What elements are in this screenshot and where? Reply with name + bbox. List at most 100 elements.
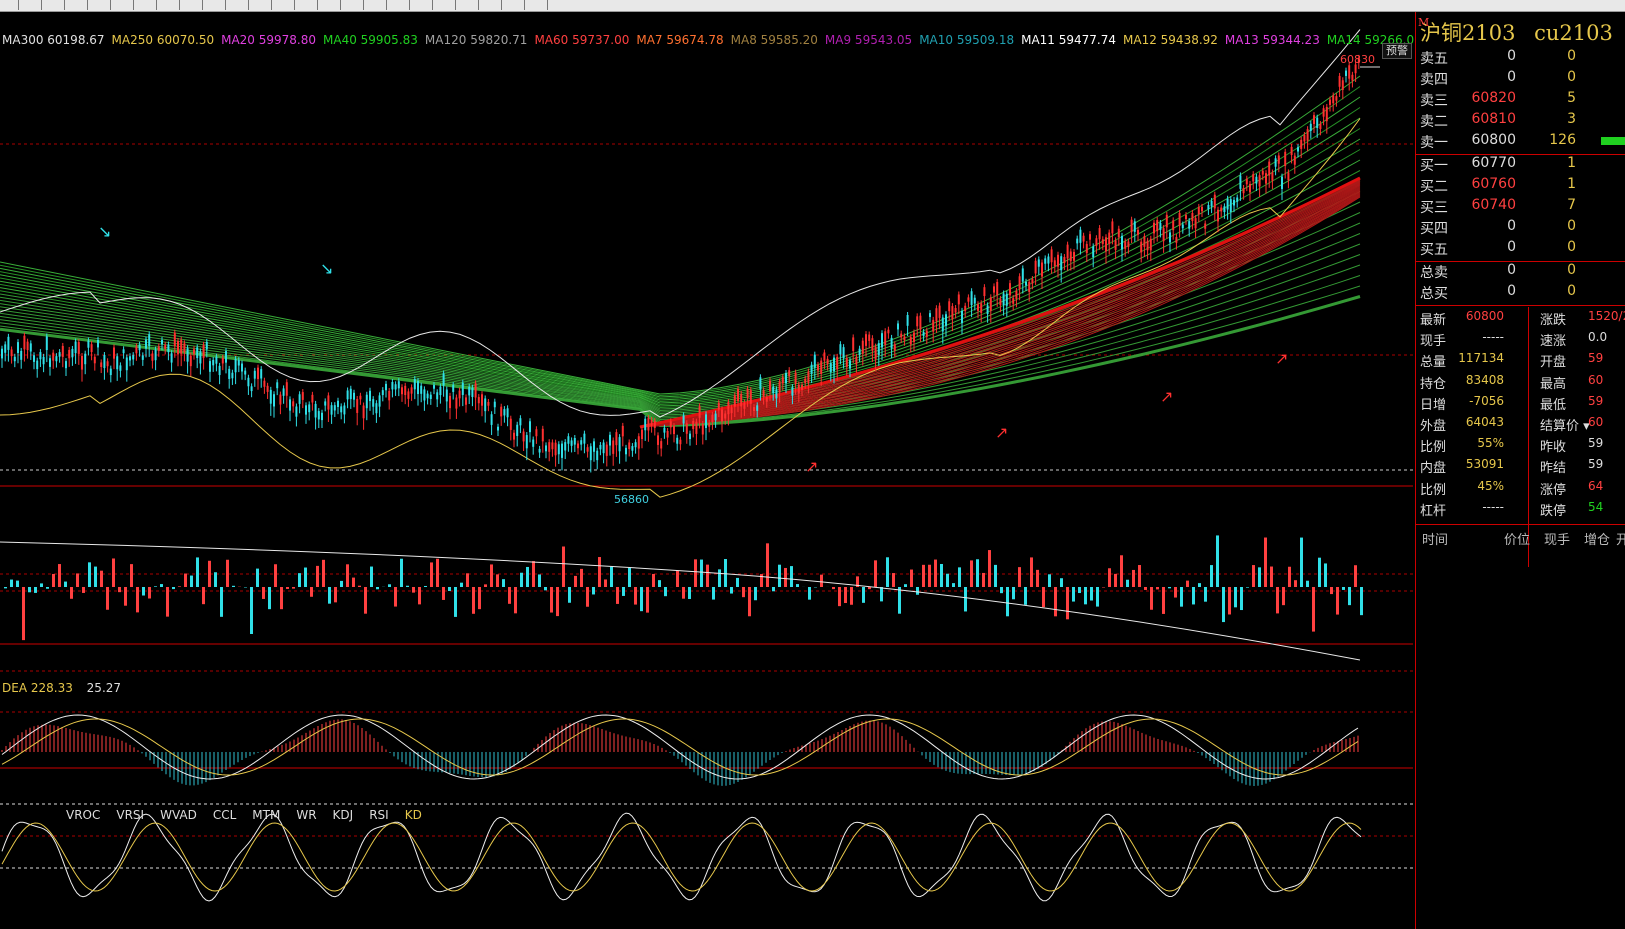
candle-body [250,386,253,392]
total-row[interactable]: 总卖 0 0 [1416,262,1625,283]
chart-area[interactable]: ↘ ↘ ↗ ↗ ↗ ↗ MA300 60198.67 MA250 60070.50 MA20 … [0,12,1422,929]
toolbar-button[interactable] [257,0,272,10]
toolbar-button[interactable] [50,0,65,10]
volume-bar [70,587,73,599]
toolbar-button[interactable] [464,0,479,10]
volume-bar [1042,587,1045,608]
volume-bar [4,587,7,589]
toolbar-button[interactable] [73,0,88,10]
candle-body [797,384,800,394]
bid-row[interactable]: 买二 60760 1 [1416,176,1625,197]
ask-row[interactable]: 卖五 0 0 [1416,48,1625,69]
indicator-tab-vroc[interactable]: VROC [66,808,101,822]
toolbar-button[interactable] [27,0,42,10]
ask-row[interactable]: 卖三 60820 5 [1416,90,1625,111]
ask-row[interactable]: 卖四 0 0 [1416,69,1625,90]
candle-body [884,331,887,345]
instrument-name: 沪铜2103 [1420,21,1516,45]
bid-row[interactable]: 买一 60770 1 [1416,155,1625,176]
toolbar-button[interactable] [119,0,134,10]
volume-bar [1030,557,1033,587]
toolbar-button[interactable] [188,0,203,10]
candle-body [122,349,125,354]
volume-bar [586,587,589,607]
volume-bar [844,587,847,604]
toolbar-button[interactable] [280,0,295,10]
volume-bar [328,587,331,604]
macd-dea-label: DEA 228.33 [2,681,73,695]
volume-bar [214,572,217,587]
volume-bar [676,570,679,587]
candle-body [349,388,352,400]
volume-bar [34,587,37,593]
candle-body [634,442,637,448]
candle-body [519,418,522,426]
bid-row[interactable]: 买五 0 0 [1416,239,1625,260]
volume-bar [406,585,409,587]
toolbar-button[interactable] [211,0,226,10]
toolbar-button[interactable] [533,0,548,10]
total-row[interactable]: 总买 0 0 [1416,283,1625,304]
indicator-tab-kd[interactable]: KD [404,808,422,822]
alert-button[interactable]: 预警 [1382,43,1412,59]
toolbar-button[interactable] [395,0,410,10]
toolbar-button[interactable] [142,0,157,10]
volume-bar [286,587,289,589]
indicator-tab-kdj[interactable]: KDJ [332,808,354,822]
bid-row[interactable]: 买四 0 0 [1416,218,1625,239]
volume-bar [1132,569,1135,587]
toolbar-button[interactable] [4,0,19,10]
indicator-tab-wr[interactable]: WR [296,808,317,822]
candle-body [145,339,147,349]
candle-body [1351,74,1354,81]
indicator-tab-ccl[interactable]: CCL [212,808,237,822]
candle-body [973,297,976,304]
toolbar-button[interactable] [326,0,341,10]
candle-body [570,440,573,446]
candle-body [532,439,535,447]
toolbar-button[interactable] [487,0,502,10]
toolbar-button[interactable] [418,0,433,10]
indicator-tab-rsi[interactable]: RSI [369,808,389,822]
candle-body [157,346,160,351]
toolbar-button[interactable] [234,0,249,10]
candle-body [628,442,631,450]
candle-body [1012,298,1015,304]
volume-bar [940,563,943,587]
candle-body [58,352,61,357]
ask-row[interactable]: 卖一 60800 126 [1416,132,1625,153]
candle-body [929,313,931,317]
volume-bar [94,566,97,587]
ob-price: 0 [1507,48,1516,64]
indicator-tab-mtm[interactable]: MTM [252,808,281,822]
volume-bar [448,587,451,591]
volume-bar [976,559,979,587]
toolbar-button[interactable] [372,0,387,10]
volume-bar [1282,587,1285,606]
candle-body [903,336,906,341]
volume-bar [334,587,337,603]
candle-body [807,371,810,383]
candle-body [1271,172,1274,181]
toolbar-button[interactable] [349,0,364,10]
volume-bar [1054,587,1057,617]
toolbar-button[interactable] [96,0,111,10]
candle-body [567,436,570,444]
bid-row[interactable]: 买三 60740 7 [1416,197,1625,218]
volume-bar [112,558,115,587]
candle-body [535,429,538,437]
candle-body [865,334,867,346]
toolbar-button[interactable] [510,0,525,10]
indicator-tab-wvad[interactable]: WVAD [160,808,197,822]
candle-body [593,441,595,452]
candle-body [1265,173,1267,184]
chart-canvas[interactable]: ↘ ↘ ↗ ↗ ↗ ↗ [0,12,1413,929]
volume-bar [1276,587,1279,614]
ma-line [639,181,1361,428]
toolbar-button[interactable] [303,0,318,10]
candle-body [621,425,624,437]
toolbar-button[interactable] [165,0,180,10]
indicator-tab-vrsi[interactable]: VRSI [116,808,145,822]
toolbar-button[interactable] [441,0,456,10]
ask-row[interactable]: 卖二 60810 3 [1416,111,1625,132]
